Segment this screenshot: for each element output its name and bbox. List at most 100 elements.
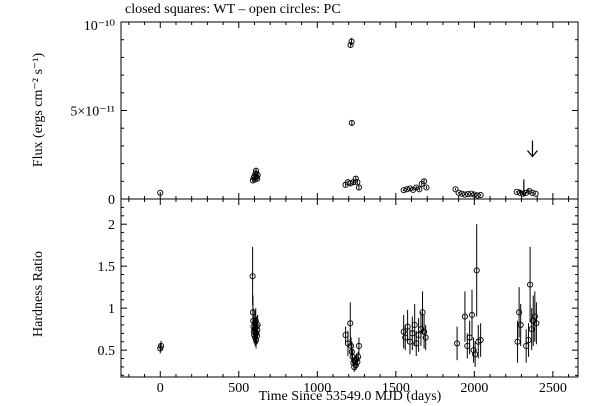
data-point — [157, 189, 164, 196]
point-marker — [423, 184, 430, 191]
point-marker — [353, 355, 360, 362]
data-point — [254, 172, 261, 179]
data-point — [458, 190, 465, 197]
data-point — [254, 314, 261, 336]
flux-axis-label: Flux (ergs cm⁻² s⁻¹) — [31, 53, 46, 168]
data-point — [422, 324, 429, 351]
x-tick-label: 2000 — [460, 381, 488, 396]
chart-title: closed squares: WT – open circles: PC — [125, 2, 341, 17]
data-point — [400, 314, 407, 349]
data-point — [454, 326, 461, 361]
point-marker — [406, 185, 414, 192]
data-point — [516, 287, 523, 338]
data-point — [400, 187, 407, 194]
x-tick-label: 0 — [157, 381, 164, 396]
data-point — [157, 340, 165, 351]
data-point — [471, 191, 478, 198]
data-point — [355, 351, 362, 362]
data-point — [419, 291, 426, 334]
point-marker — [477, 337, 484, 344]
x-tick-label: 500 — [228, 381, 249, 396]
data-point — [348, 119, 355, 126]
data-point — [468, 190, 475, 197]
x-tick-label: 2500 — [539, 381, 567, 396]
data-point — [355, 184, 362, 191]
point-marker — [458, 190, 465, 197]
arrow-head — [518, 189, 530, 197]
point-marker — [461, 313, 468, 320]
point-marker — [157, 342, 165, 349]
data-point — [473, 224, 480, 317]
point-marker — [513, 188, 520, 195]
data-point — [525, 323, 532, 357]
x-tick-label: 1500 — [382, 381, 410, 396]
hardness-axis-label: Hardness Ratio — [31, 251, 46, 337]
point-marker — [348, 38, 355, 45]
data-point — [411, 303, 418, 346]
point-marker — [354, 179, 361, 186]
arrow-head — [526, 150, 538, 158]
data-point — [514, 320, 521, 363]
data-point — [529, 189, 536, 196]
point-marker — [157, 189, 164, 196]
data-point — [403, 186, 410, 193]
data-point — [455, 189, 462, 196]
y-tick-label: 5×10⁻¹¹ — [70, 105, 115, 120]
data-point — [354, 179, 361, 186]
y-tick-label: 2 — [108, 218, 115, 233]
data-point — [527, 246, 534, 323]
point-marker — [404, 323, 411, 330]
data-point — [517, 303, 524, 346]
flux-panel: 0 5×10⁻¹¹ 10⁻¹⁰ — [70, 19, 579, 208]
point-marker — [352, 362, 359, 369]
point-marker — [477, 192, 484, 199]
point-marker — [468, 311, 476, 318]
data-point — [347, 41, 354, 49]
data-point — [461, 191, 468, 198]
point-marker — [351, 363, 358, 370]
point-marker — [514, 338, 521, 345]
data-point — [423, 184, 430, 191]
point-marker — [454, 340, 461, 347]
point-marker — [413, 184, 420, 191]
point-marker — [421, 328, 428, 335]
point-marker — [249, 273, 256, 280]
data-point — [421, 178, 428, 185]
point-marker — [471, 191, 478, 198]
data-point — [347, 180, 354, 187]
upper-limit-arrow — [526, 140, 538, 158]
data-point — [532, 190, 539, 197]
point-marker — [403, 186, 410, 193]
data-point — [472, 341, 479, 367]
point-marker — [473, 267, 480, 274]
point-marker — [461, 191, 468, 198]
data-point — [416, 186, 423, 193]
point-marker — [347, 180, 354, 187]
point-marker — [526, 187, 533, 195]
data-point — [347, 302, 354, 345]
time-axis-label: Time Since 53549.0 MJD (days) — [259, 389, 442, 404]
y-tick-label: 0 — [108, 193, 115, 208]
point-marker — [465, 190, 472, 198]
data-point — [355, 337, 362, 355]
point-marker — [400, 187, 407, 194]
data-point — [421, 314, 428, 349]
point-marker — [528, 326, 535, 333]
data-point — [452, 186, 459, 193]
point-marker — [517, 321, 524, 328]
point-marker — [468, 190, 475, 197]
point-marker — [419, 309, 426, 316]
point-marker — [352, 175, 359, 182]
y-tick-label: 1 — [108, 302, 115, 317]
data-point — [348, 37, 355, 46]
data-point — [528, 308, 535, 351]
data-point — [348, 337, 355, 355]
point-marker — [472, 351, 479, 358]
point-marker — [531, 313, 538, 320]
point-marker — [400, 328, 407, 335]
point-marker — [525, 337, 532, 344]
data-point — [477, 192, 484, 199]
point-marker — [533, 320, 540, 327]
y-tick-label: 10⁻¹⁰ — [84, 19, 116, 34]
